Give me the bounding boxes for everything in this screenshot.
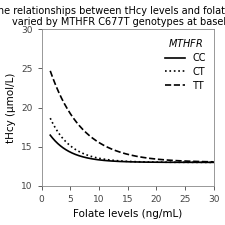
Line: TT: TT	[50, 71, 214, 162]
CT	[49, 117, 52, 119]
CT	[126, 160, 129, 163]
CC	[126, 160, 129, 163]
TT	[49, 70, 52, 72]
Line: CC: CC	[50, 135, 214, 162]
Line: CT: CT	[50, 118, 214, 162]
Legend: CC, CT, TT: CC, CT, TT	[162, 34, 209, 94]
CT	[208, 161, 211, 164]
TT	[146, 157, 149, 159]
CC	[212, 161, 215, 164]
CT	[183, 161, 186, 164]
CT	[146, 161, 149, 163]
CT	[137, 160, 140, 163]
CC	[49, 134, 52, 137]
TT	[208, 160, 211, 163]
TT	[212, 160, 215, 163]
CT	[128, 160, 130, 163]
X-axis label: Folate levels (ng/mL): Folate levels (ng/mL)	[73, 209, 182, 219]
CC	[137, 161, 140, 163]
TT	[126, 153, 129, 156]
Title: The relationships between tHcy levels and folate levels
varied by MTHFR C677T ge: The relationships between tHcy levels an…	[0, 6, 225, 27]
CC	[208, 161, 211, 164]
CC	[183, 161, 186, 164]
CC	[146, 161, 149, 164]
CT	[212, 161, 215, 164]
TT	[128, 153, 130, 156]
Y-axis label: tHcy (μmol/L): tHcy (μmol/L)	[6, 72, 16, 143]
TT	[183, 160, 186, 162]
TT	[137, 155, 140, 158]
CC	[128, 160, 130, 163]
